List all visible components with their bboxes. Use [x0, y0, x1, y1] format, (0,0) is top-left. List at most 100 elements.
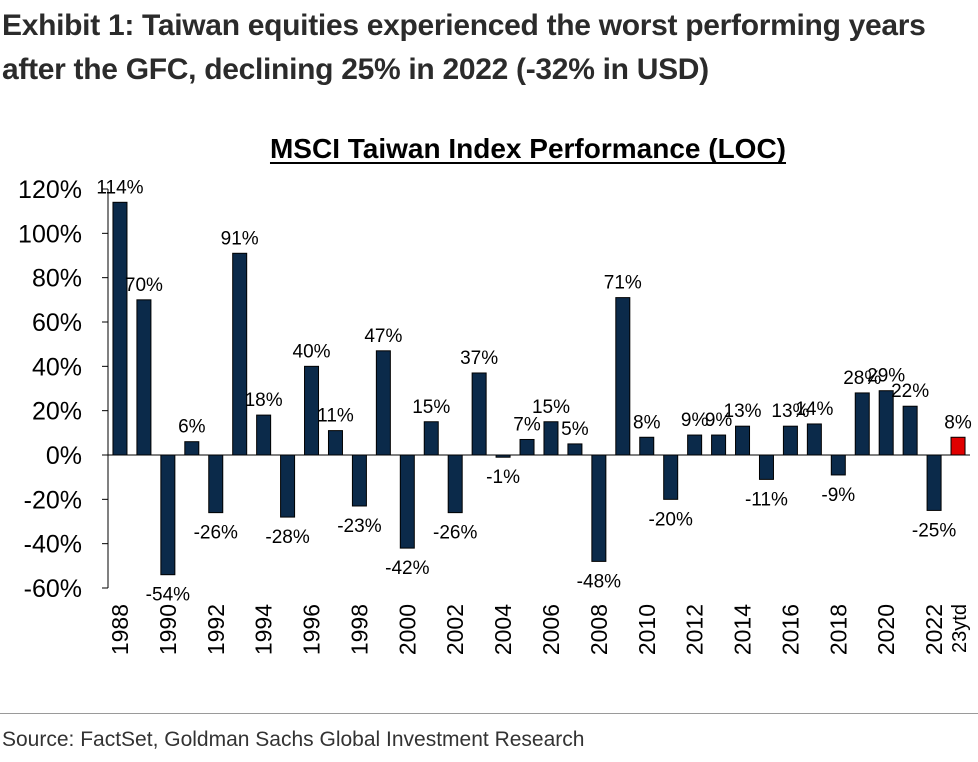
bar-1990: [160, 454, 176, 576]
bar-chart: MSCI Taiwan Index Performance (LOC) -60%…: [18, 133, 972, 655]
x-tick-label: 1994: [251, 604, 277, 655]
data-label-2005: 7%: [513, 414, 541, 435]
bar-1998: [351, 454, 367, 507]
exhibit-title: Exhibit 1: Taiwan equities experienced t…: [2, 9, 926, 86]
data-label-2000: -42%: [385, 558, 429, 579]
x-tick-label: 1998: [346, 604, 372, 655]
data-label-1988: 114%: [96, 177, 143, 198]
y-tick-label: 0%: [46, 442, 82, 470]
bar-2005: [519, 438, 535, 456]
data-label-1997: 11%: [317, 406, 354, 427]
x-tick-label: 2016: [777, 604, 803, 655]
data-label-2017: 14%: [795, 399, 833, 420]
bar-2001: [423, 421, 439, 456]
data-label-2003: 37%: [460, 348, 498, 369]
y-tick-label: 60%: [32, 309, 82, 337]
data-labels: 114% 70% -54% 6% -26% 91% 18% -28% 40% 11% -23% 47%…: [96, 177, 971, 605]
data-label-23ytd: 8%: [944, 412, 972, 433]
data-label-2011: -20%: [649, 509, 693, 530]
x-tick-label: 2000: [394, 604, 420, 655]
y-tick-label: 100%: [18, 220, 82, 248]
y-tick-label: 80%: [32, 265, 82, 293]
bar-23ytd: [950, 436, 966, 456]
chart-title: MSCI Taiwan Index Performance (LOC): [270, 133, 786, 164]
data-label-2018: -9%: [821, 485, 855, 506]
bar-1997: [327, 430, 343, 456]
x-tick-label: 23ytd: [949, 604, 971, 653]
x-axis: 1988 1990 1992 1994 1996 1998 2000 2002 2004 2006…: [107, 454, 971, 655]
data-label-2009: 71%: [604, 273, 642, 294]
y-tick-label: 120%: [18, 176, 82, 204]
bar-2002: [447, 454, 463, 514]
data-label-1993: 91%: [221, 228, 259, 249]
bar-2021: [902, 405, 918, 456]
data-label-2007: 5%: [561, 419, 589, 440]
bar-1989: [136, 299, 152, 456]
x-tick-label: 2010: [634, 604, 660, 655]
bar-1995: [280, 454, 296, 518]
data-label-2014: 13%: [724, 401, 762, 422]
bar-2012: [687, 434, 703, 456]
bar-1988: [112, 201, 128, 456]
data-label-1990: -54%: [146, 585, 190, 606]
data-label-2001: 15%: [412, 397, 450, 418]
bar-2013: [711, 434, 727, 456]
data-label-1995: -28%: [265, 527, 309, 548]
x-tick-label: 2014: [730, 604, 756, 655]
bar-2006: [543, 421, 559, 456]
bar-2007: [567, 443, 583, 456]
y-tick-label: -20%: [24, 486, 82, 514]
data-label-2021: 22%: [891, 381, 929, 402]
data-label-2010: 8%: [633, 412, 661, 433]
data-label-2012: 9%: [681, 410, 709, 431]
data-label-2006: 15%: [532, 397, 570, 418]
bar-2018: [830, 454, 846, 476]
bar-1994: [256, 414, 272, 456]
bar-1993: [232, 252, 248, 456]
x-tick-label: 2012: [682, 604, 708, 655]
data-label-1998: -23%: [337, 516, 381, 537]
y-tick-label: 40%: [32, 353, 82, 381]
x-tick-label: 2002: [442, 604, 468, 655]
bar-2003: [471, 372, 487, 456]
data-label-2019: 28%: [843, 368, 881, 389]
bar-2000: [399, 454, 415, 549]
y-axis: -60% -40% -20% 0% 20% 40% 60% 80% 100% 120%: [18, 176, 109, 603]
x-tick-label: 2006: [538, 604, 564, 655]
bar-2017: [806, 423, 822, 456]
x-tick-label: 2020: [873, 604, 899, 655]
data-label-2013: 9%: [705, 410, 733, 431]
bar-2008: [591, 454, 607, 562]
bar-1991: [184, 441, 200, 456]
x-tick-label: 2018: [825, 604, 851, 655]
data-label-1991: 6%: [178, 417, 206, 438]
x-tick-label: 2004: [490, 604, 516, 655]
footer-divider: [0, 713, 978, 714]
bar-2015: [758, 454, 774, 480]
bar-2019: [854, 392, 870, 456]
bar-2010: [639, 436, 655, 456]
data-label-1996: 40%: [293, 341, 331, 362]
x-tick-label: 1990: [155, 604, 181, 655]
data-label-2022: -25%: [912, 520, 956, 541]
y-tick-label: -40%: [24, 531, 82, 559]
data-label-2020: 29%: [867, 366, 905, 387]
data-label-1989: 70%: [125, 275, 163, 296]
x-tick-label: 2008: [586, 604, 612, 655]
data-label-1999: 47%: [364, 326, 402, 347]
x-tick-label: 1988: [107, 604, 133, 655]
data-label-1994: 18%: [245, 390, 283, 411]
x-tick-label: 1992: [203, 604, 229, 655]
bar-2016: [782, 425, 798, 456]
bar-2011: [663, 454, 679, 500]
x-tick-label: 1996: [299, 604, 325, 655]
bar-2009: [615, 297, 631, 456]
data-label-2002: -26%: [433, 523, 477, 544]
x-tick-label: 2022: [921, 604, 947, 655]
data-label-2004: -1%: [486, 467, 520, 488]
y-tick-label: 20%: [32, 398, 82, 426]
bar-series: [112, 201, 966, 576]
bar-1999: [375, 350, 391, 456]
bar-2022: [926, 454, 942, 511]
source-note: Source: FactSet, Goldman Sachs Global In…: [2, 728, 585, 751]
